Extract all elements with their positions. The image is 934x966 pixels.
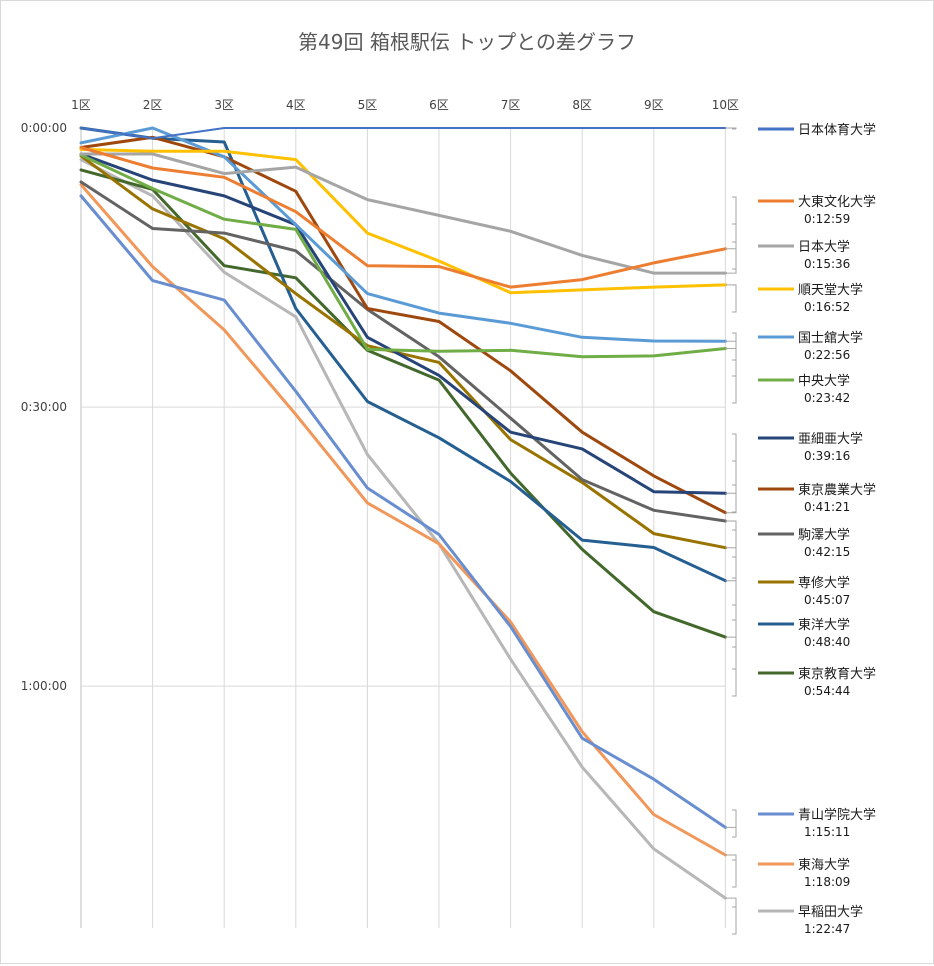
- legend-gap-label: 0:48:40: [804, 635, 850, 649]
- legend-bracket: [732, 241, 737, 270]
- series-layer: [79, 126, 727, 900]
- legend-gap-label: 0:23:42: [804, 391, 850, 405]
- series-line: [79, 183, 727, 857]
- legend-leader-line: [725, 580, 737, 636]
- legend-label: 早稲田大学: [798, 904, 863, 920]
- x-tick-label: 8区: [572, 98, 592, 112]
- legend-bracket: [732, 196, 737, 225]
- legend-label: 青山学院大学: [798, 807, 876, 823]
- legend-leader-line: [725, 284, 737, 301]
- legend-gap-label: 1:22:47: [804, 922, 850, 936]
- legend-bracket: [732, 906, 737, 935]
- legend-gap-label: 0:39:16: [804, 449, 850, 463]
- series-line: [79, 158, 727, 900]
- legend-bracket: [732, 619, 737, 648]
- x-tick-label: 6区: [429, 98, 449, 112]
- legend-label: 専修大学: [798, 575, 850, 591]
- legend-bracket: [732, 375, 737, 404]
- legend-gap-label: 0:16:52: [804, 300, 850, 314]
- legend-gap-label: 0:12:59: [804, 212, 850, 226]
- legend-leader-line: [725, 340, 737, 349]
- legend-label: 東洋大学: [798, 617, 850, 633]
- legend-label: 東海大学: [798, 857, 850, 873]
- x-tick-label: 7区: [501, 98, 521, 112]
- y-tick-label: 1:00:00: [21, 679, 67, 693]
- legend-label: 大東文化大学: [798, 194, 876, 210]
- legend-leader-line: [725, 520, 737, 546]
- legend-leader-line: [725, 897, 737, 923]
- legend-bracket: [732, 332, 737, 361]
- legend-label: 日本体育大学: [798, 122, 876, 138]
- legend-gap-label: 0:41:21: [804, 500, 850, 514]
- series-line: [79, 126, 727, 583]
- legend-leader-line: [725, 854, 737, 876]
- series-line: [79, 194, 727, 829]
- series-line: [79, 152, 727, 495]
- x-tick-label: 4区: [286, 98, 306, 112]
- x-tick-label: 10区: [712, 98, 739, 112]
- legend-leader-line: [725, 636, 737, 685]
- chart-title: 第49回 箱根駅伝 トップとの差グラフ: [298, 30, 636, 54]
- x-tick-label: 1区: [71, 98, 91, 112]
- legend-bracket: [732, 433, 737, 462]
- legend-bracket: [732, 859, 737, 888]
- legend-bracket: [732, 529, 737, 558]
- legend-gap-label: 0:54:44: [804, 684, 850, 698]
- legend-label: 順天堂大学: [798, 282, 863, 298]
- legend-gap-label: 1:15:11: [804, 825, 850, 839]
- x-tick-label: 2区: [143, 98, 163, 112]
- series-line: [79, 168, 727, 639]
- legend-leader-line: [725, 501, 737, 514]
- series-line: [79, 153, 727, 359]
- legend-gap-label: 0:45:07: [804, 593, 850, 607]
- legend-leader-line: [725, 213, 737, 250]
- series-line: [79, 180, 727, 523]
- x-tick-label: 9区: [644, 98, 664, 112]
- series-line: [79, 126, 727, 343]
- y-tick-label: 0:30:00: [21, 400, 67, 414]
- legend-label: 駒澤大学: [798, 527, 850, 543]
- legend-label: 日本大学: [798, 239, 850, 255]
- legend-label: 国士舘大学: [798, 330, 863, 346]
- grid-layer: 1区 2区 3区 4区 5区 6区 7区 8区 9区 10区 0:00:00 0:30:00 1:00:…: [21, 98, 739, 928]
- legend-gap-label: 0:42:15: [804, 545, 850, 559]
- x-tick-label: 5区: [358, 98, 378, 112]
- series-line: [79, 146, 727, 289]
- legend-gap-label: 1:18:09: [804, 875, 850, 889]
- series-line: [79, 135, 727, 515]
- legend-label: 東京農業大学: [798, 482, 876, 498]
- legend-label: 亜細亜大学: [798, 431, 863, 447]
- legend-bracket: [732, 809, 737, 838]
- series-line: [79, 154, 727, 550]
- legend-leader-line: [725, 547, 737, 594]
- legend-leader-line: [725, 258, 737, 274]
- y-tick-label: 0:00:00: [21, 121, 67, 135]
- series-line: [80, 127, 727, 140]
- legend-bracket: [732, 484, 737, 513]
- legend-gap-label: 0:15:36: [804, 257, 850, 271]
- legend-gap-label: 0:22:56: [804, 348, 850, 362]
- legend-leader-line: [725, 826, 737, 828]
- legend-leader-line: [725, 450, 737, 494]
- legend-label: 中央大学: [798, 373, 850, 389]
- x-tick-label: 3区: [214, 98, 234, 112]
- series-line: [79, 152, 727, 275]
- legend-label: 東京教育大学: [798, 666, 876, 682]
- legend-bracket: [732, 284, 737, 313]
- legend-leader-line: [725, 348, 737, 392]
- legend-bracket: [732, 577, 737, 606]
- series-line: [79, 147, 727, 295]
- legend-bracket: [732, 668, 737, 697]
